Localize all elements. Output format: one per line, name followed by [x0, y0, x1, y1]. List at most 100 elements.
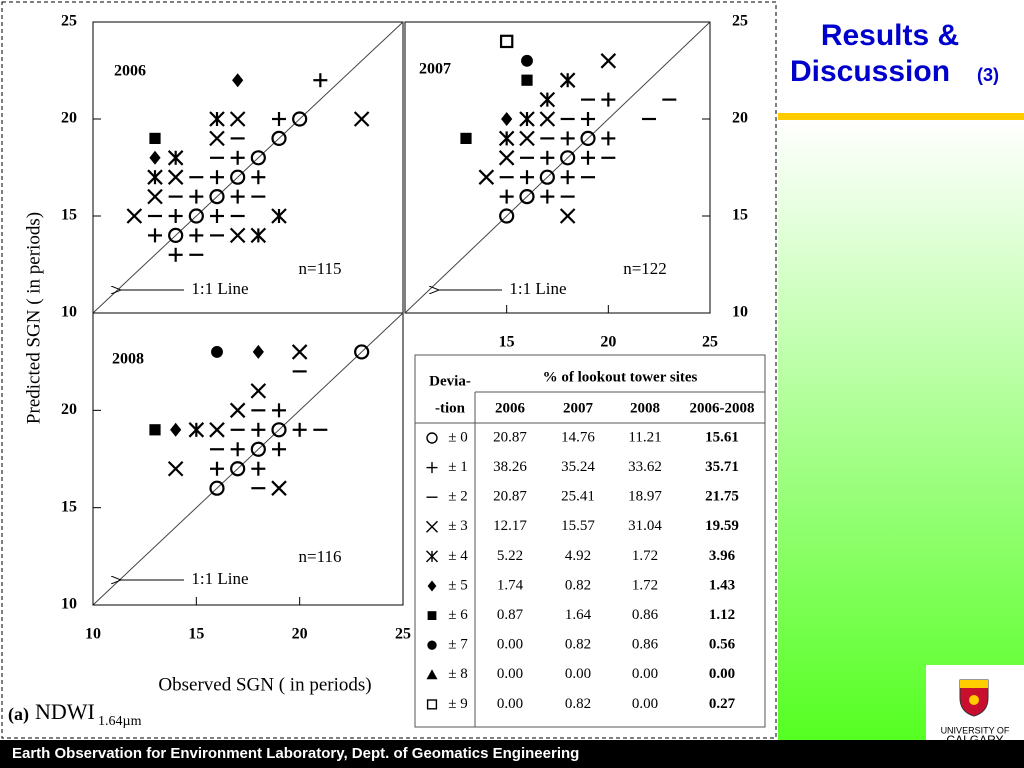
- table-cell: 1.64: [565, 607, 592, 623]
- marker-open-square: [426, 699, 438, 710]
- marker-shape: [232, 73, 244, 88]
- plot-frame: [404, 21, 711, 314]
- line-label: 1:1 Line: [191, 569, 248, 588]
- marker-plus: [230, 150, 245, 165]
- x-tick-label: 15: [499, 334, 515, 351]
- marker-plus: [581, 112, 595, 126]
- y-tick-label: 10: [732, 304, 748, 321]
- line-label: 1:1 Line: [509, 279, 566, 298]
- table-cell: 0.00: [497, 696, 523, 712]
- caption-index: NDWI: [35, 699, 95, 724]
- marker-circle: [580, 130, 596, 146]
- marker-x: [126, 208, 143, 224]
- marker-square: [149, 132, 161, 144]
- y-tick-label: 10: [61, 596, 77, 613]
- marker-asterisk: [209, 111, 225, 127]
- marker-shape: [560, 150, 576, 166]
- marker-diamond: [252, 344, 264, 359]
- table-cell: 1.72: [632, 577, 658, 593]
- marker-plus: [520, 170, 534, 185]
- table-cell: 1.12: [709, 607, 735, 623]
- identity-line: [92, 312, 404, 606]
- marker-plus: [581, 150, 595, 165]
- table-cell: ± 9: [448, 696, 467, 712]
- marker-plus: [210, 209, 224, 223]
- marker-stroke: [498, 150, 515, 166]
- marker-circle: [209, 189, 225, 205]
- plot-frame: [92, 312, 404, 606]
- marker-shape: [250, 150, 266, 166]
- marker-plus: [210, 170, 224, 185]
- footer-text: Earth Observation for Environment Labora…: [12, 745, 579, 762]
- marker-plus: [168, 247, 183, 262]
- y-tick-label: 25: [61, 13, 77, 30]
- marker-shape: [460, 132, 472, 144]
- marker-circle: [271, 130, 287, 146]
- marker-shape: [170, 422, 182, 437]
- marker-shape: [250, 441, 266, 457]
- marker-shape: [426, 699, 438, 710]
- table-cell: 0.82: [565, 696, 591, 712]
- caption-label: (a): [8, 704, 29, 725]
- table-cell: 3.96: [709, 548, 736, 564]
- marker-shape: [211, 345, 223, 358]
- marker-shape: [292, 111, 308, 127]
- marker-plus: [251, 461, 266, 476]
- marker-plus: [560, 170, 575, 185]
- marker-square: [149, 424, 161, 436]
- x-tick-label: 25: [395, 626, 411, 643]
- marker-stroke: [209, 130, 225, 147]
- marker-stroke: [271, 480, 287, 496]
- marker-x: [167, 460, 184, 477]
- marker-square: [460, 132, 472, 144]
- table-cell: 4.92: [565, 548, 591, 564]
- table-header: Devia-: [429, 373, 471, 389]
- marker-shape: [426, 669, 438, 680]
- table-cell: 33.62: [628, 459, 662, 475]
- table-cell: 20.87: [493, 429, 527, 445]
- marker-stroke: [147, 188, 163, 205]
- table-cell: ± 1: [448, 459, 467, 475]
- marker-stroke: [539, 111, 556, 127]
- marker-x: [291, 344, 308, 360]
- marker-asterisk: [559, 72, 576, 88]
- logo-text: CALGARY: [946, 733, 1003, 747]
- table-cell: 0.00: [565, 666, 591, 682]
- marker-stroke: [126, 208, 143, 224]
- marker-stroke: [229, 227, 246, 244]
- y-tick-label: 15: [732, 207, 748, 224]
- marker-plus: [292, 422, 307, 437]
- marker-stroke: [209, 422, 225, 438]
- line-label: 1:1 Line: [191, 279, 248, 298]
- table-cell: 11.21: [628, 429, 661, 445]
- table-header: 2006-2008: [690, 400, 755, 416]
- marker-plus: [499, 189, 514, 204]
- marker-circle: [230, 169, 246, 185]
- marker-x: [600, 53, 617, 69]
- marker-x: [167, 169, 184, 185]
- sample-size: n=122: [623, 259, 667, 278]
- x-tick-label: 15: [188, 626, 204, 643]
- table-cell: 31.04: [628, 518, 662, 534]
- table-cell: 0.56: [709, 637, 736, 653]
- marker-plus: [210, 461, 224, 476]
- marker-diamond: [501, 112, 513, 126]
- table-cell: 0.00: [497, 637, 523, 653]
- table-cell: 35.71: [705, 459, 739, 475]
- table-cell: ± 3: [448, 518, 467, 534]
- table-cell: 12.17: [493, 518, 527, 534]
- marker-x: [250, 383, 267, 399]
- marker-shape: [252, 344, 264, 359]
- table-header: 2008: [630, 400, 660, 416]
- marker-asterisk: [426, 550, 438, 563]
- marker-asterisk: [271, 208, 287, 224]
- marker-circle: [519, 189, 535, 205]
- table-cell: ± 4: [448, 548, 468, 564]
- marker-stroke: [478, 169, 495, 185]
- table-header: -tion: [435, 400, 466, 416]
- slide-number: (3): [977, 65, 999, 85]
- y-tick-label: 20: [61, 401, 77, 418]
- y-tick-label: 20: [61, 110, 77, 127]
- marker-circle: [188, 208, 204, 224]
- marker-shape: [209, 480, 225, 496]
